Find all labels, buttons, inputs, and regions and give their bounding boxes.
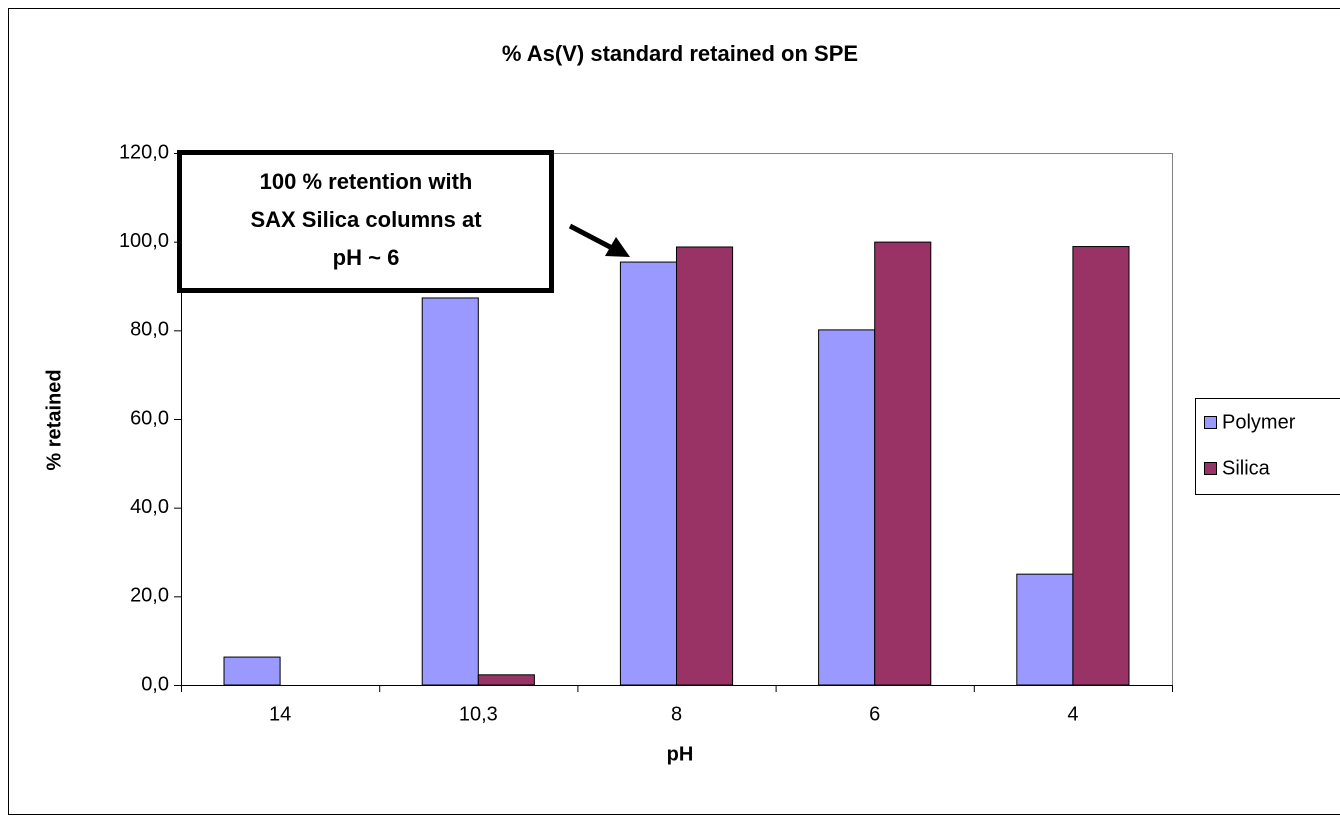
legend-swatch [1204,416,1217,429]
y-tick-label: 20,0 [130,585,169,607]
bar [1072,246,1130,686]
legend-swatch [1204,462,1217,475]
bar [223,656,281,686]
bar [874,241,932,686]
y-tick-label: 120,0 [119,141,169,163]
bar [676,246,734,686]
x-tick-label: 6 [869,703,880,725]
annotation-arrowhead [605,237,630,257]
chart-title: % As(V) standard retained on SPE [502,41,858,66]
annotation-arrow [568,223,614,251]
x-tick-label: 4 [1067,703,1078,725]
bar [818,329,876,686]
y-tick-label: 40,0 [130,496,169,518]
x-axis-label: pH [667,743,694,765]
bar [477,674,535,686]
x-tick-label: 14 [269,703,291,725]
y-tick-label: 60,0 [130,407,169,429]
x-tick-label: 10,3 [459,703,498,725]
annotation-box [177,150,554,293]
legend-box [1195,398,1340,495]
legend-label: Polymer [1222,411,1296,433]
y-tick-label: 0,0 [141,673,169,695]
y-tick-label: 80,0 [130,319,169,341]
y-axis-label: % retained [43,369,65,470]
bar [1016,573,1074,686]
legend-label: Silica [1222,457,1271,479]
bar [421,297,479,686]
annotation-text: SAX Silica columns at [250,207,482,232]
y-tick-label: 100,0 [119,230,169,252]
bar [619,261,678,686]
annotation-text: 100 % retention with [260,169,473,194]
x-tick-label: 8 [671,703,682,725]
annotation-text: pH ~ 6 [333,245,400,270]
